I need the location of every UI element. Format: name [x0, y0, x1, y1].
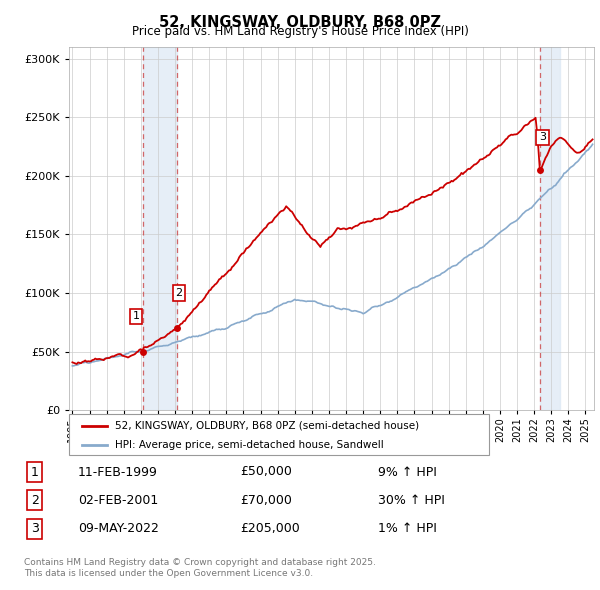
- Text: 9% ↑ HPI: 9% ↑ HPI: [378, 466, 437, 478]
- Text: 30% ↑ HPI: 30% ↑ HPI: [378, 494, 445, 507]
- Text: 3: 3: [539, 132, 546, 142]
- Text: Contains HM Land Registry data © Crown copyright and database right 2025.
This d: Contains HM Land Registry data © Crown c…: [24, 558, 376, 578]
- Text: 1: 1: [133, 312, 140, 322]
- Text: Price paid vs. HM Land Registry's House Price Index (HPI): Price paid vs. HM Land Registry's House …: [131, 25, 469, 38]
- Text: 2: 2: [176, 288, 182, 298]
- Text: 09-MAY-2022: 09-MAY-2022: [78, 522, 159, 535]
- Bar: [540, 47, 560, 410]
- Text: 3: 3: [31, 522, 39, 535]
- Text: 1: 1: [31, 466, 39, 478]
- Text: £70,000: £70,000: [240, 494, 292, 507]
- Text: 2: 2: [31, 494, 39, 507]
- Text: 02-FEB-2001: 02-FEB-2001: [78, 494, 158, 507]
- Text: 1% ↑ HPI: 1% ↑ HPI: [378, 522, 437, 535]
- Text: £50,000: £50,000: [240, 466, 292, 478]
- FancyBboxPatch shape: [69, 414, 489, 455]
- Bar: [143, 47, 176, 410]
- Text: 52, KINGSWAY, OLDBURY, B68 0PZ (semi-detached house): 52, KINGSWAY, OLDBURY, B68 0PZ (semi-det…: [115, 421, 419, 431]
- Text: £205,000: £205,000: [240, 522, 300, 535]
- Text: 52, KINGSWAY, OLDBURY, B68 0PZ: 52, KINGSWAY, OLDBURY, B68 0PZ: [159, 15, 441, 30]
- Text: 11-FEB-1999: 11-FEB-1999: [78, 466, 158, 478]
- Text: HPI: Average price, semi-detached house, Sandwell: HPI: Average price, semi-detached house,…: [115, 440, 384, 450]
